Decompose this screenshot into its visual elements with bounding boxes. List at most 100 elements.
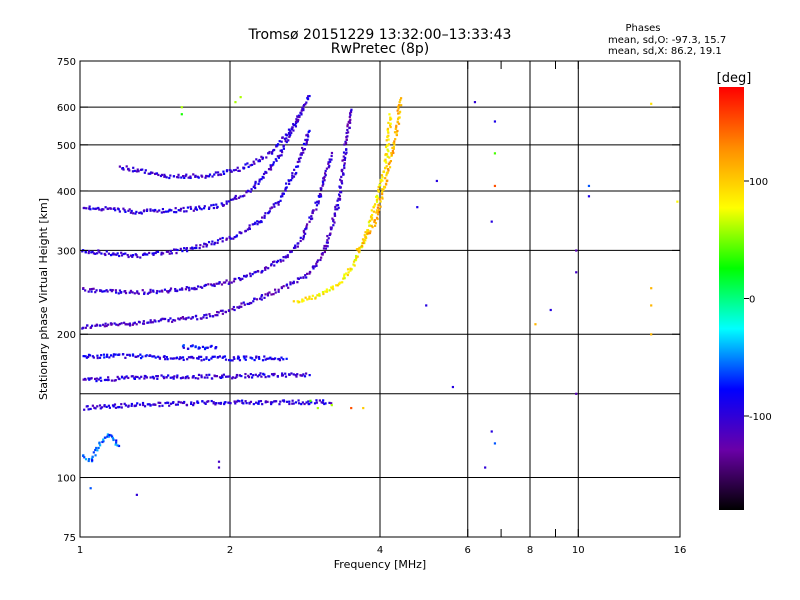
echo-point [191, 246, 194, 249]
echo-point [210, 377, 213, 380]
echo-point [216, 310, 219, 314]
echo-point [103, 356, 106, 359]
echo-point [343, 143, 346, 146]
echo-point [155, 291, 158, 295]
echo-point [282, 358, 285, 361]
echo-point [187, 286, 190, 289]
echo-point [249, 301, 252, 305]
echo-point [308, 295, 311, 298]
echo-point [399, 97, 403, 100]
echo-point [115, 439, 118, 442]
echo-point [385, 174, 388, 177]
echo-point [125, 165, 128, 168]
echo-point [274, 291, 277, 294]
echo-point [225, 170, 229, 173]
echo-point [342, 158, 345, 161]
echo-point [229, 169, 232, 172]
echo-point [302, 238, 305, 241]
echo-point [233, 400, 236, 403]
echo-point [115, 253, 118, 256]
echo-point [192, 356, 195, 360]
echo-point [117, 324, 120, 327]
echo-point [394, 127, 397, 130]
echo-point [195, 246, 198, 250]
echo-point [268, 152, 271, 155]
echo-point [282, 147, 286, 150]
echo-point [204, 176, 207, 179]
echo-point [316, 294, 319, 297]
echo-point [246, 228, 250, 231]
echo-point [269, 168, 273, 171]
echo-point [245, 402, 248, 405]
echo-point [143, 405, 147, 408]
echo-point [389, 118, 392, 121]
echo-point [107, 323, 110, 326]
echo-point [284, 189, 287, 192]
echo-point [169, 287, 173, 290]
echo-point [112, 355, 115, 358]
echo-point [210, 243, 213, 246]
echo-point [220, 173, 223, 176]
echo-point [304, 103, 307, 106]
echo-point [233, 196, 237, 199]
echo-point [116, 252, 119, 255]
echo-point [337, 197, 340, 200]
echo-point [141, 289, 144, 292]
echo-point [94, 377, 97, 381]
echo-point [377, 186, 380, 189]
echo-point [179, 317, 183, 320]
echo-point [114, 353, 117, 356]
echo-point [100, 289, 103, 292]
echo-point [275, 400, 278, 403]
echo-point [343, 166, 346, 170]
echo-point [211, 355, 214, 359]
echo-point [240, 374, 243, 378]
echo-point [269, 356, 272, 359]
echo-point [252, 300, 255, 303]
echo-point [235, 375, 238, 378]
echo-point [318, 294, 321, 297]
echo-point [100, 406, 104, 409]
echo-point [123, 377, 126, 380]
echo-point [148, 403, 151, 406]
echo-point [435, 179, 438, 183]
echo-point [334, 208, 337, 211]
echo-point [178, 318, 181, 321]
echo-point [268, 150, 271, 154]
echo-point [299, 236, 302, 239]
echo-point [311, 294, 314, 297]
echo-point [340, 169, 343, 172]
y-tick-label: 600 [57, 103, 76, 114]
echo-point [234, 101, 237, 104]
echo-point [118, 405, 121, 409]
echo-point [91, 404, 94, 407]
echo-point [127, 376, 130, 380]
echo-point [214, 314, 217, 317]
echo-point [270, 206, 273, 209]
echo-point [374, 222, 377, 225]
echo-point [379, 180, 382, 184]
echo-point [97, 249, 100, 252]
echo-point [284, 372, 287, 375]
echo-point [172, 175, 176, 178]
echo-point [208, 206, 211, 209]
echo-point [202, 316, 205, 319]
echo-point [326, 239, 329, 242]
echo-point [324, 169, 327, 173]
echo-point [302, 236, 305, 239]
echo-point [120, 291, 123, 294]
echo-point [206, 400, 209, 403]
echo-point [193, 402, 196, 405]
echo-point [275, 261, 279, 264]
echo-point [294, 125, 298, 128]
echo-point [181, 315, 184, 319]
echo-point [344, 152, 347, 156]
echo-point [273, 260, 276, 263]
echo-point [115, 323, 118, 326]
echo-point [398, 116, 401, 119]
echo-point [297, 158, 301, 161]
echo-point [258, 374, 261, 377]
echo-point [234, 277, 237, 281]
echo-point [230, 281, 233, 284]
echo-point [171, 376, 174, 379]
